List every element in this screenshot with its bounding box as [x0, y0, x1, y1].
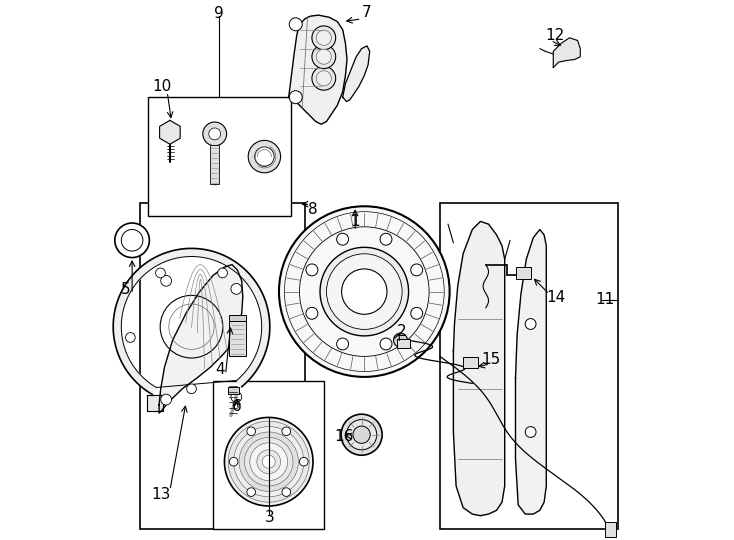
Bar: [229, 321, 245, 356]
Circle shape: [239, 432, 299, 491]
Text: 10: 10: [152, 79, 172, 94]
Circle shape: [393, 333, 407, 347]
Bar: [396, 339, 410, 348]
Bar: [440, 202, 618, 529]
Circle shape: [411, 307, 423, 319]
Circle shape: [320, 247, 409, 336]
Bar: [463, 357, 479, 368]
Text: 6: 6: [231, 399, 241, 414]
Circle shape: [306, 307, 318, 319]
Circle shape: [411, 264, 423, 276]
Circle shape: [208, 128, 221, 140]
Text: 7: 7: [362, 5, 372, 21]
Circle shape: [233, 427, 304, 497]
Circle shape: [225, 417, 313, 506]
Circle shape: [289, 18, 302, 31]
Polygon shape: [113, 248, 270, 395]
Circle shape: [526, 427, 536, 437]
Bar: [515, 267, 531, 279]
Circle shape: [282, 488, 291, 496]
Polygon shape: [147, 395, 163, 411]
Polygon shape: [515, 230, 546, 514]
Circle shape: [231, 392, 241, 402]
Circle shape: [316, 49, 331, 64]
Bar: [211, 145, 219, 184]
Circle shape: [126, 333, 135, 342]
Circle shape: [231, 284, 241, 294]
Circle shape: [228, 421, 309, 502]
Polygon shape: [288, 15, 347, 124]
Text: 12: 12: [545, 28, 564, 43]
Circle shape: [161, 275, 172, 286]
Polygon shape: [343, 46, 370, 102]
Circle shape: [341, 414, 382, 455]
Bar: [605, 522, 617, 537]
Circle shape: [327, 254, 402, 329]
Circle shape: [299, 227, 429, 356]
Text: 4: 4: [215, 362, 225, 377]
Circle shape: [156, 268, 165, 278]
Text: 14: 14: [546, 289, 566, 305]
Text: 15: 15: [482, 352, 501, 367]
Bar: [228, 387, 239, 394]
Circle shape: [380, 338, 392, 350]
Circle shape: [306, 264, 318, 276]
Text: 5: 5: [121, 282, 131, 297]
Circle shape: [247, 488, 255, 496]
Text: 1: 1: [350, 214, 360, 229]
Polygon shape: [553, 38, 581, 68]
Circle shape: [121, 230, 143, 251]
Polygon shape: [159, 120, 180, 144]
Polygon shape: [159, 265, 243, 413]
Circle shape: [316, 71, 331, 86]
Circle shape: [299, 457, 308, 466]
Circle shape: [203, 122, 227, 146]
Circle shape: [257, 450, 280, 474]
Circle shape: [380, 233, 392, 245]
Circle shape: [337, 338, 349, 350]
Text: 13: 13: [151, 487, 170, 502]
Circle shape: [312, 45, 335, 69]
Circle shape: [312, 66, 335, 90]
Circle shape: [337, 233, 349, 245]
Circle shape: [526, 319, 536, 329]
Circle shape: [262, 455, 275, 468]
Bar: [213, 381, 324, 529]
Circle shape: [229, 457, 238, 466]
Text: 16: 16: [334, 429, 354, 444]
Polygon shape: [454, 221, 505, 516]
Circle shape: [353, 426, 370, 443]
Bar: [140, 202, 305, 529]
Circle shape: [316, 30, 331, 45]
Text: 3: 3: [265, 510, 275, 525]
Circle shape: [115, 223, 150, 258]
Text: 8: 8: [308, 202, 318, 217]
Circle shape: [282, 427, 291, 436]
Circle shape: [250, 443, 288, 481]
Circle shape: [346, 420, 377, 450]
Bar: [229, 315, 246, 321]
Text: 9: 9: [214, 6, 223, 21]
Circle shape: [248, 140, 280, 173]
Circle shape: [279, 206, 450, 377]
Text: 11: 11: [595, 292, 614, 307]
Bar: [148, 97, 291, 216]
Circle shape: [247, 427, 255, 436]
Circle shape: [341, 269, 387, 314]
Circle shape: [244, 437, 293, 486]
Circle shape: [218, 268, 228, 278]
Circle shape: [312, 26, 335, 50]
Circle shape: [289, 91, 302, 104]
Circle shape: [186, 384, 197, 394]
Circle shape: [161, 394, 172, 405]
Text: 2: 2: [397, 323, 407, 339]
Circle shape: [255, 147, 274, 166]
